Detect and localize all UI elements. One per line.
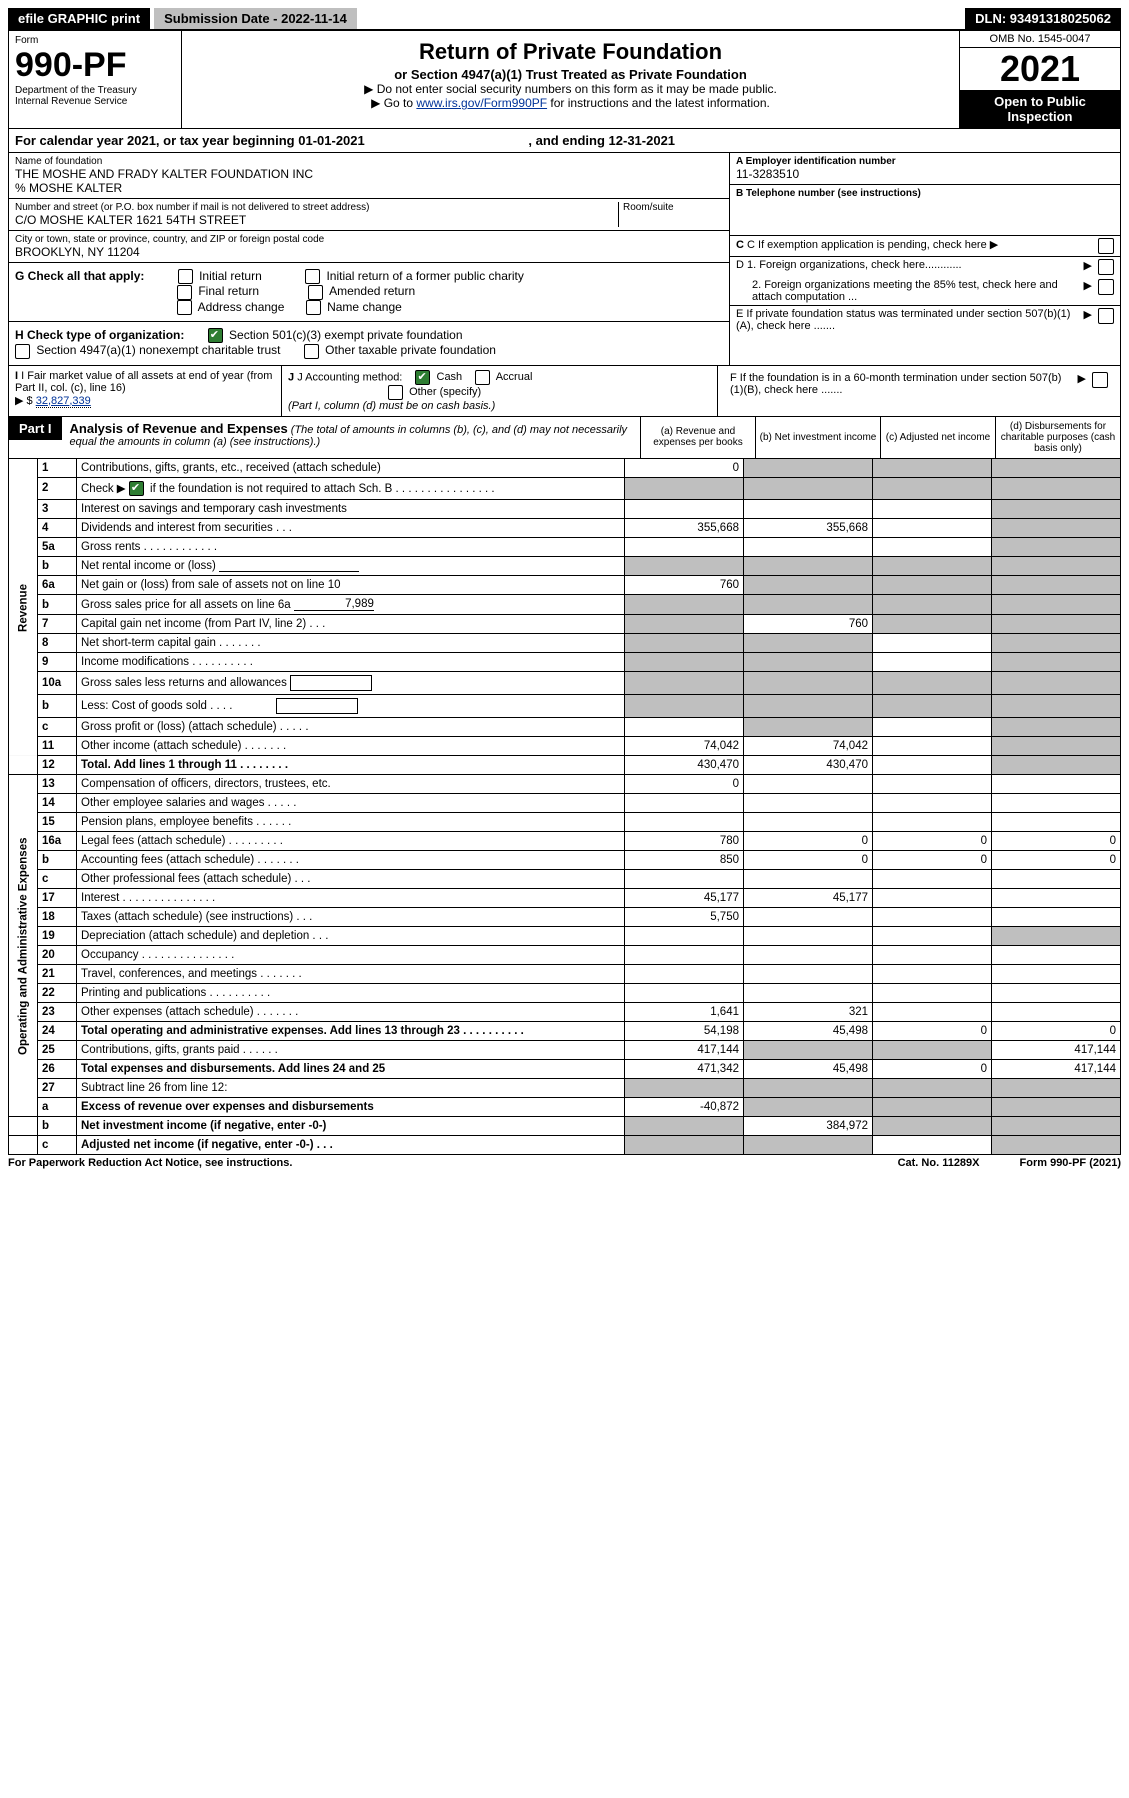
former-charity-checkbox[interactable]: [305, 269, 320, 284]
section-j: J J Accounting method: Cash Accrual Othe…: [282, 366, 718, 416]
initial-return-checkbox[interactable]: [178, 269, 193, 284]
4947-checkbox[interactable]: [15, 344, 30, 359]
goto-pre: ▶ Go to: [371, 96, 416, 110]
page-footer: For Paperwork Reduction Act Notice, see …: [8, 1155, 1121, 1169]
submission-date: Submission Date - 2022-11-14: [154, 8, 357, 29]
irs-label: Internal Revenue Service: [15, 96, 175, 107]
name-change-checkbox[interactable]: [306, 300, 321, 315]
efile-button[interactable]: efile GRAPHIC print: [8, 8, 150, 29]
room-label: Room/suite: [623, 202, 723, 213]
other-taxable-checkbox[interactable]: [304, 344, 319, 359]
form-label: Form: [15, 35, 175, 46]
foundation-name: THE MOSHE AND FRADY KALTER FOUNDATION IN…: [15, 167, 723, 181]
part1-tag: Part I: [9, 417, 62, 440]
form-subtitle: or Section 4947(a)(1) Trust Treated as P…: [192, 67, 949, 82]
d2-checkbox[interactable]: [1098, 279, 1114, 295]
form-title: Return of Private Foundation: [192, 39, 949, 65]
part1-desc: Analysis of Revenue and Expenses (The to…: [62, 417, 640, 452]
year-block: OMB No. 1545-0047 2021 Open to Public In…: [959, 31, 1120, 128]
cat-number: Cat. No. 11289X: [898, 1157, 980, 1169]
dln-label: DLN: 93491318025062: [965, 8, 1121, 29]
address-change-checkbox[interactable]: [177, 300, 192, 315]
care-of: % MOSHE KALTER: [15, 181, 723, 195]
d1-checkbox[interactable]: [1098, 259, 1114, 275]
final-return-checkbox[interactable]: [177, 285, 192, 300]
city-state-zip: BROOKLYN, NY 11204: [15, 245, 723, 259]
irs-link[interactable]: www.irs.gov/Form990PF: [416, 96, 547, 110]
section-c: C If exemption application is pending, c…: [747, 239, 987, 251]
schb-checkbox[interactable]: [129, 481, 144, 496]
city-label: City or town, state or province, country…: [15, 234, 723, 245]
ein-label: A Employer identification number: [736, 156, 1114, 167]
col-d-header: (d) Disbursements for charitable purpose…: [995, 417, 1120, 458]
col-a-header: (a) Revenue and expenses per books: [641, 417, 755, 458]
accrual-checkbox[interactable]: [475, 370, 490, 385]
revenue-vlabel: Revenue: [9, 459, 38, 756]
open-public-badge: Open to Public Inspection: [960, 90, 1120, 128]
ein-value: 11-3283510: [736, 167, 1114, 181]
section-e: E If private foundation status was termi…: [736, 308, 1078, 332]
form-title-block: Return of Private Foundation or Section …: [182, 31, 959, 128]
section-g: G Check all that apply: Initial return I…: [9, 263, 729, 322]
col-c-header: (c) Adjusted net income: [880, 417, 995, 458]
cash-checkbox[interactable]: [415, 370, 430, 385]
form-number: 990-PF: [15, 46, 175, 85]
address: C/O MOSHE KALTER 1621 54TH STREET: [15, 213, 618, 227]
section-f: F If the foundation is in a 60-month ter…: [730, 372, 1072, 396]
expenses-vlabel: Operating and Administrative Expenses: [9, 775, 38, 1117]
section-d2: 2. Foreign organizations meeting the 85%…: [736, 279, 1078, 303]
omb-number: OMB No. 1545-0047: [960, 31, 1120, 48]
ssn-warning: ▶ Do not enter social security numbers o…: [192, 82, 949, 96]
form-id-block: Form 990-PF Department of the Treasury I…: [9, 31, 182, 128]
e-checkbox[interactable]: [1098, 308, 1114, 324]
fmv-link[interactable]: 32,827,339: [36, 395, 91, 408]
amended-return-checkbox[interactable]: [308, 285, 323, 300]
foundation-name-label: Name of foundation: [15, 156, 723, 167]
section-d1: D 1. Foreign organizations, check here..…: [736, 259, 1078, 271]
tax-year: 2021: [960, 48, 1120, 90]
dept-treasury: Department of the Treasury: [15, 85, 175, 96]
address-label: Number and street (or P.O. box number if…: [15, 202, 618, 213]
form-footer: Form 990-PF (2021): [1020, 1157, 1121, 1169]
501c3-checkbox[interactable]: [208, 328, 223, 343]
section-c-checkbox[interactable]: [1098, 238, 1114, 254]
other-method-checkbox[interactable]: [388, 385, 403, 400]
section-i: I I Fair market value of all assets at e…: [9, 366, 282, 416]
part1-table: Revenue 1Contributions, gifts, grants, e…: [8, 459, 1121, 1155]
f-checkbox[interactable]: [1092, 372, 1108, 388]
goto-post: for instructions and the latest informat…: [547, 96, 770, 110]
phone-label: B Telephone number (see instructions): [736, 188, 1114, 199]
col-b-header: (b) Net investment income: [755, 417, 880, 458]
section-h: H Check type of organization: Section 50…: [9, 322, 729, 365]
calendar-year-row: For calendar year 2021, or tax year begi…: [8, 129, 1121, 153]
paperwork-notice: For Paperwork Reduction Act Notice, see …: [8, 1157, 292, 1169]
